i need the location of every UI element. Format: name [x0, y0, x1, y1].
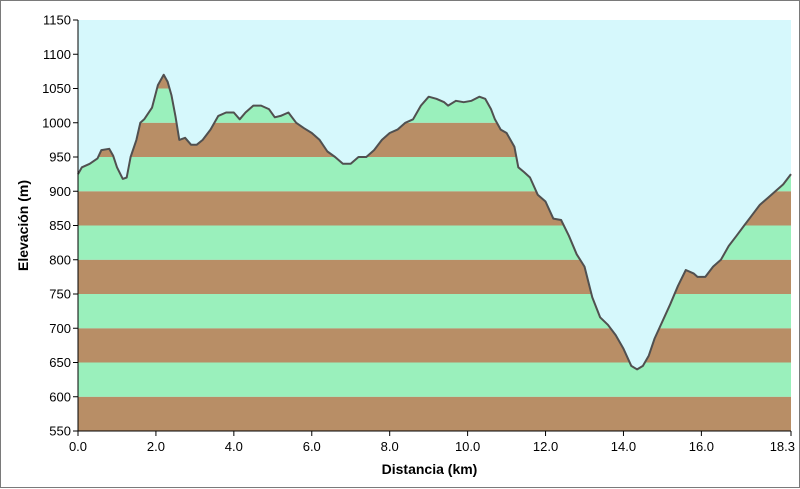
elevation-band — [78, 362, 791, 397]
x-tick-label: 2.0 — [147, 439, 165, 454]
elevation-profile-line — [77, 73, 792, 371]
x-tick-label: 18.3 — [770, 439, 795, 454]
y-tick-label: 1000 — [42, 115, 71, 130]
y-tick-label: 800 — [49, 252, 71, 267]
y-tick-label: 750 — [49, 287, 71, 302]
elevation-band — [78, 294, 791, 329]
y-tick-label: 1050 — [42, 81, 71, 96]
y-tick-label: 1100 — [43, 47, 71, 62]
x-axis-label: Distancia (km) — [382, 461, 478, 477]
x-tick-label: 4.0 — [225, 439, 243, 454]
y-tick-label: 1150 — [43, 13, 71, 28]
profile-layer — [77, 73, 792, 371]
y-tick-label: 600 — [49, 389, 71, 404]
y-tick-label: 950 — [49, 150, 71, 165]
y-tick-label: 550 — [49, 424, 71, 439]
elevation-band — [78, 328, 791, 363]
x-tick-label: 0.0 — [69, 439, 87, 454]
x-tick-label: 10.0 — [455, 439, 480, 454]
x-tick-label: 14.0 — [611, 439, 636, 454]
axes: 550 600 650 700 750 800 850 900 950 1000 1050 1100 1… — [42, 13, 795, 455]
y-tick-label: 850 — [49, 218, 71, 233]
x-tick-label: 6.0 — [303, 439, 321, 454]
x-tick-label: 8.0 — [381, 439, 399, 454]
x-tick-label: 16.0 — [689, 439, 714, 454]
y-tick-label: 900 — [49, 184, 71, 199]
y-axis-label: Elevación (m) — [15, 180, 31, 271]
x-tick-label: 12.0 — [533, 439, 558, 454]
y-tick-label: 650 — [49, 355, 71, 370]
y-tick-label: 700 — [49, 321, 71, 336]
elevation-band — [78, 396, 791, 431]
